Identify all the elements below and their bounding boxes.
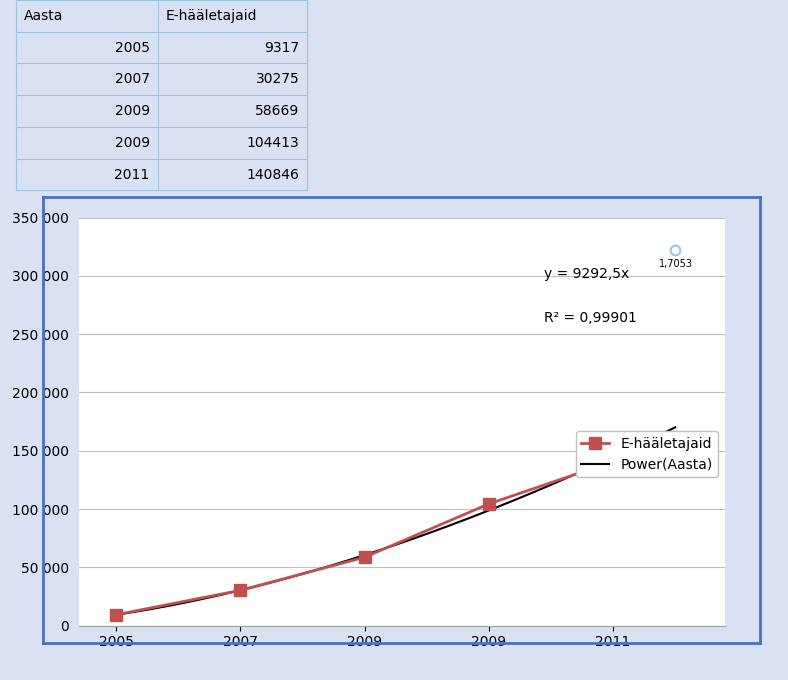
Text: 2011: 2011: [114, 167, 150, 182]
E-hääletajaid: [236, 586, 245, 594]
E-hääletajaid: [608, 458, 618, 466]
Text: 104413: 104413: [247, 136, 299, 150]
E-hääletajaid: [360, 553, 370, 561]
Text: E-hääletajaid: E-hääletajaid: [165, 9, 257, 23]
Text: R² = 0,99901: R² = 0,99901: [544, 311, 637, 326]
Power(Aasta): [179, 599, 188, 607]
Line: Power(Aasta): Power(Aasta): [116, 427, 675, 615]
Power(Aasta): [671, 423, 680, 431]
E-hääletajaid: [111, 611, 121, 619]
Text: y = 9292,5x: y = 9292,5x: [544, 267, 630, 281]
Text: 140846: 140846: [247, 167, 299, 182]
Text: 2009: 2009: [114, 136, 150, 150]
E-hääletajaid: [484, 500, 493, 508]
Text: 2005: 2005: [115, 41, 150, 54]
Legend: E-hääletajaid, Power(Aasta): E-hääletajaid, Power(Aasta): [576, 431, 718, 477]
Power(Aasta): [463, 515, 473, 523]
Power(Aasta): [111, 611, 121, 619]
Power(Aasta): [518, 493, 527, 501]
Text: 30275: 30275: [255, 72, 299, 86]
Text: 1,7053: 1,7053: [659, 259, 693, 269]
Text: 58669: 58669: [255, 104, 299, 118]
Power(Aasta): [515, 494, 525, 502]
Text: 2007: 2007: [115, 72, 150, 86]
Text: Aasta: Aasta: [24, 9, 63, 23]
Text: 9317: 9317: [264, 41, 299, 54]
Line: E-hääletajaid: E-hääletajaid: [110, 456, 619, 620]
Power(Aasta): [333, 560, 342, 568]
Power(Aasta): [294, 571, 303, 579]
Text: 2009: 2009: [114, 104, 150, 118]
